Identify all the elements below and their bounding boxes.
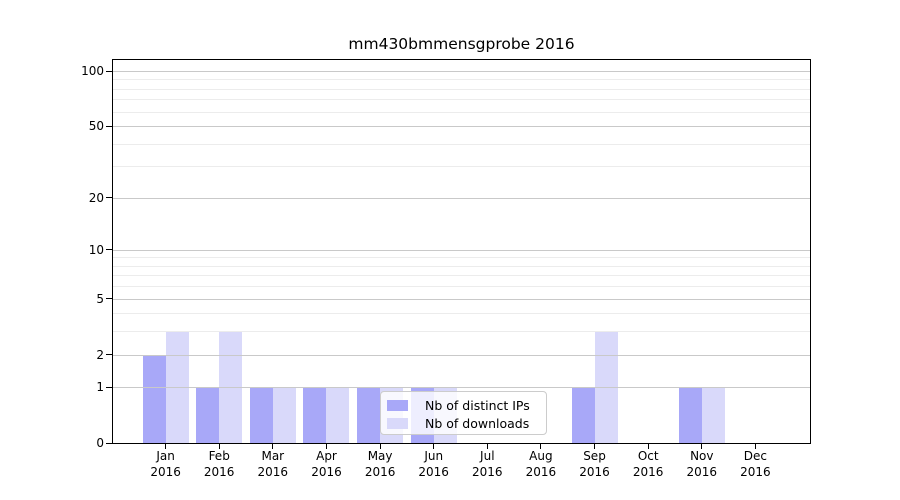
x-tick-mark [433, 444, 435, 449]
x-tick-label: May 2016 [364, 449, 396, 479]
x-tick-label: Jan 2016 [150, 449, 181, 479]
distinct-ips-swatch-icon [387, 399, 408, 411]
bar-downloads-apr [326, 387, 350, 443]
bar-distinct-ips-nov [678, 387, 702, 443]
legend-label: Nb of distinct IPs [425, 397, 530, 413]
gridline-minor [113, 111, 810, 113]
x-tick-mark [647, 444, 649, 449]
bar-downloads-mar [272, 387, 296, 443]
chart-title: mm430bmmensgprobe 2016 [348, 35, 575, 53]
bar-distinct-ips-mar [249, 387, 273, 443]
x-tick-label: Oct 2016 [632, 449, 664, 479]
y-tick-label: 2 [96, 347, 104, 362]
gridline-major [113, 126, 810, 128]
x-tick-label: Apr 2016 [311, 449, 342, 479]
gridline-major [113, 249, 810, 251]
legend-item: Nb of distinct IPs [381, 396, 546, 414]
gridline-minor [113, 313, 810, 315]
x-tick-label: Nov 2016 [686, 449, 718, 479]
x-tick-label: Feb 2016 [203, 449, 235, 479]
x-tick-mark [218, 444, 220, 449]
x-tick-mark [379, 444, 381, 449]
x-tick-label: Sep 2016 [579, 449, 610, 479]
x-tick-mark [754, 444, 756, 449]
bar-distinct-ips-jan [142, 354, 166, 443]
gridline-minor [113, 79, 810, 81]
y-tick-mark [106, 442, 112, 444]
y-tick-mark [106, 249, 112, 251]
x-tick-mark [594, 444, 595, 449]
x-tick-mark [701, 444, 703, 449]
bar-distinct-ips-apr [303, 387, 327, 443]
y-tick-label: 1 [96, 380, 104, 395]
gridline-minor [113, 88, 810, 90]
gridline-major [113, 71, 810, 72]
gridline-minor [113, 286, 810, 288]
plot-area [112, 59, 811, 444]
y-tick-mark [106, 70, 112, 72]
y-tick-mark [106, 354, 112, 355]
gridline-major [113, 298, 810, 300]
y-tick-label: 100 [81, 64, 104, 78]
x-tick-mark [272, 444, 274, 449]
legend-item: Nb of downloads [381, 414, 546, 432]
x-tick-label: Jun 2016 [418, 449, 449, 479]
gridline-minor [113, 257, 810, 259]
bar-distinct-ips-may [357, 387, 381, 443]
y-tick-label: 50 [88, 119, 104, 134]
legend: Nb of distinct IPs Nb of downloads [380, 391, 547, 435]
gridline-minor [113, 275, 810, 277]
y-tick-mark [106, 197, 112, 199]
gridline-minor [113, 99, 810, 101]
x-tick-label: Aug 2016 [525, 449, 557, 479]
y-tick-mark [106, 386, 112, 388]
x-tick-mark [540, 444, 542, 449]
gridline-major [113, 387, 810, 389]
gridline-minor [113, 331, 810, 333]
x-tick-label: Jul 2016 [472, 449, 503, 479]
downloads-swatch-icon [387, 417, 408, 429]
y-tick-label: 10 [88, 242, 104, 257]
gridline-major [113, 197, 810, 199]
y-tick-label: 5 [96, 291, 104, 306]
y-tick-mark [106, 298, 112, 300]
bar-distinct-ips-sep [571, 387, 595, 443]
x-tick-mark [165, 444, 167, 449]
y-tick-mark [106, 125, 112, 127]
gridline-minor [113, 265, 810, 267]
legend-label: Nb of downloads [425, 415, 530, 431]
gridline-major [113, 354, 810, 356]
x-tick-mark [326, 444, 327, 449]
bar-distinct-ips-feb [196, 387, 220, 443]
x-tick-label: Dec 2016 [740, 449, 771, 479]
bar-downloads-nov [701, 387, 725, 443]
gridline-minor [113, 166, 810, 168]
y-tick-label: 0 [96, 436, 104, 450]
gridline-minor [113, 143, 810, 145]
x-tick-label: Mar 2016 [257, 449, 289, 479]
y-tick-label: 20 [88, 190, 104, 205]
x-tick-mark [486, 444, 488, 449]
